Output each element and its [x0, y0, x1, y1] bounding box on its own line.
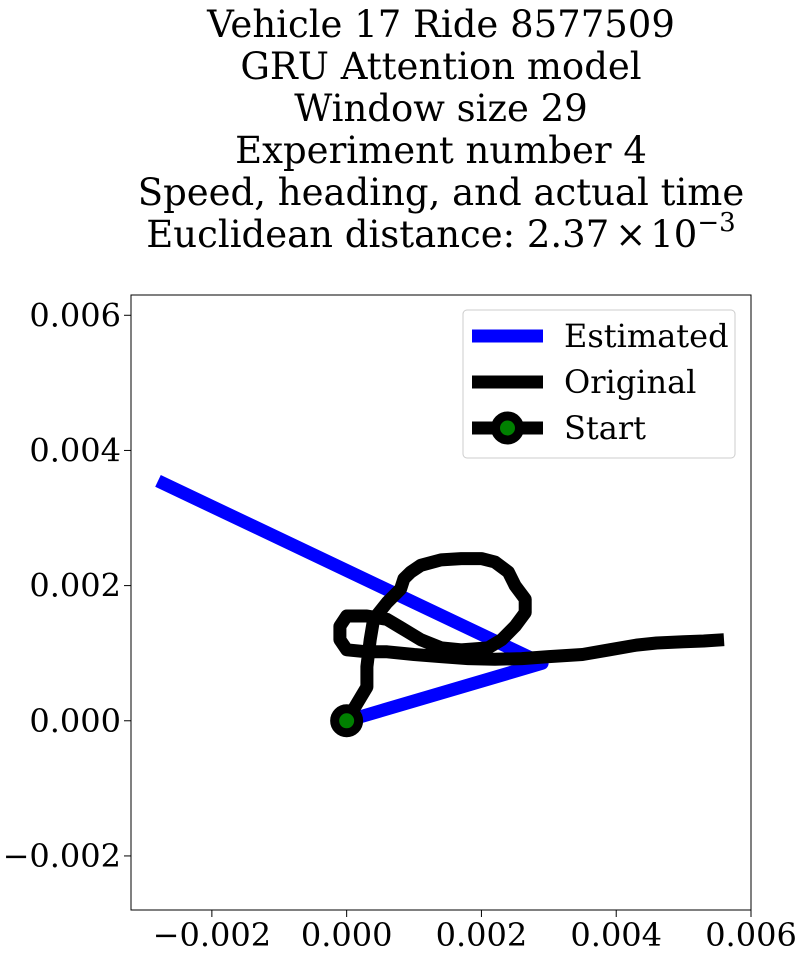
- x-tick-label: 0.002: [436, 916, 528, 954]
- x-tick-label: 0.006: [705, 916, 797, 954]
- y-tick-label: 0.000: [29, 702, 121, 740]
- distance-prefix: Euclidean distance: 2.37: [146, 213, 609, 256]
- legend-label: Start: [564, 409, 646, 447]
- title-line-3: Window size 29: [294, 87, 588, 130]
- legend-start-marker: [491, 411, 524, 445]
- y-tick-label: 0.002: [29, 567, 121, 605]
- title-line-4: Experiment number 4: [235, 129, 647, 172]
- title-line-2: GRU Attention model: [240, 45, 641, 88]
- x-tick-label: 0.004: [570, 916, 662, 954]
- legend-entry-start: Start: [472, 409, 646, 447]
- plot-frame: [130, 294, 752, 911]
- distance-exponent: −3: [697, 208, 735, 238]
- legend-entry-estimated: Estimated: [472, 317, 729, 355]
- legend: Estimated Original Start: [462, 309, 736, 459]
- series-lines: [155, 475, 725, 738]
- title-line-5: Speed, heading, and actual time: [138, 171, 745, 214]
- title-line-1: Vehicle 17 Ride 8577509: [206, 3, 675, 46]
- distance-times: ×: [615, 213, 646, 256]
- legend-entry-original: Original: [472, 363, 696, 401]
- series-line-original: [333, 552, 725, 725]
- legend-label: Original: [564, 363, 696, 401]
- start-marker: [330, 704, 364, 738]
- series-line-estimated: [155, 475, 549, 728]
- legend-label: Estimated: [564, 317, 729, 355]
- x-tick-label: −0.002: [153, 916, 271, 954]
- distance-base: 10: [650, 213, 697, 256]
- x-tick-label: 0.000: [301, 916, 393, 954]
- legend-box: [462, 309, 736, 459]
- y-tick-label: 0.004: [29, 431, 121, 469]
- chart-title: Vehicle 17 Ride 8577509 GRU Attention mo…: [138, 3, 745, 256]
- y-tick-label: 0.006: [29, 296, 121, 334]
- y-tick-label: −0.002: [3, 837, 121, 875]
- title-line-distance: Euclidean distance: 2.37 × 10−3: [146, 208, 735, 256]
